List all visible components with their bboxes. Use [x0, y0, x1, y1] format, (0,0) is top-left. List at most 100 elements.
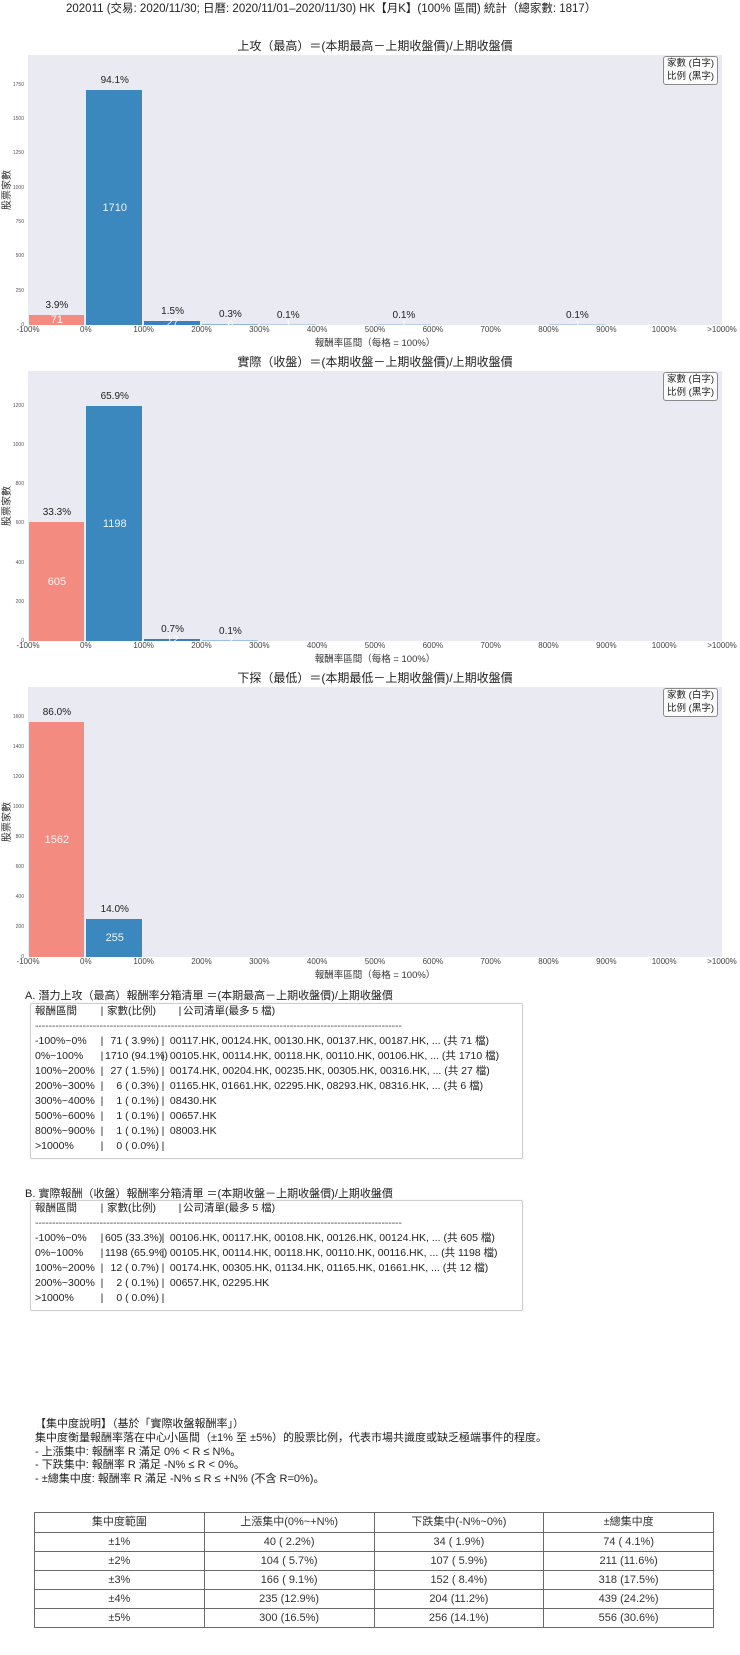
- bar-count-label: 71: [50, 314, 64, 327]
- x-tick-label: 400%: [306, 325, 328, 334]
- x-tick-label: 600%: [422, 957, 444, 966]
- row-companies: 08003.HK: [167, 1125, 217, 1137]
- bar-count-label: 1: [285, 318, 292, 331]
- bar-percent-label: 0.3%: [219, 309, 242, 321]
- list-divider: ----------------------------------------…: [35, 1217, 402, 1229]
- table-header-row: 集中度範圍 上漲集中(0%~+N%) 下跌集中(-N%~0%) ±總集中度: [34, 1512, 714, 1533]
- separator: |: [100, 1247, 104, 1259]
- separator: |: [100, 1005, 104, 1017]
- notes-description: 集中度衡量報酬率落在中心小區間（±1% 至 ±5%）的股票比例，代表市場共識度或…: [35, 1431, 547, 1444]
- separator: |: [100, 1110, 104, 1122]
- notes-item-total: - ±總集中度: 報酬率 R 滿足 -N% ≤ R ≤ +N% (不含 R=0%…: [35, 1473, 325, 1486]
- bar-percent-label: 0.1%: [219, 625, 242, 637]
- bar-percent-label: 86.0%: [42, 707, 72, 719]
- row-count: 0 ( 0.0%): [116, 1140, 159, 1152]
- separator: |: [161, 1247, 165, 1259]
- y-tick-label: 250: [15, 287, 24, 294]
- separator: |: [100, 1065, 104, 1077]
- separator: |: [161, 1110, 165, 1122]
- y-tick-label: 600: [15, 520, 24, 527]
- header-companies: 公司清單(最多 5 檔): [183, 1005, 276, 1017]
- bar: [549, 324, 605, 325]
- x-tick-label: 600%: [422, 641, 444, 650]
- list-b-heading: B. 實際報酬（收盤）報酬率分箱清單 ＝(本期收盤－上期收盤價)/上期收盤價: [25, 1188, 393, 1200]
- list-row: 200%~300% | 6 ( 0.3%) | 01165.HK, 01661.HK,…: [35, 1079, 522, 1094]
- header-range: 報酬區間: [35, 1005, 77, 1017]
- list-row: -100%~0% | 71 ( 3.9%) | 00117.HK, 00124.HK,…: [35, 1034, 522, 1049]
- table-body: ±1% 40 ( 2.2%) 34 ( 1.9%) 74 ( 4.1%) ±2% 104 …: [34, 1532, 714, 1628]
- x-axis-label: 報酬率區間（每格 = 100%）: [314, 338, 436, 349]
- separator: |: [161, 1140, 165, 1152]
- header-companies: 公司清單(最多 5 檔): [183, 1202, 276, 1214]
- x-tick-label: >1000%: [707, 641, 737, 650]
- bar-percent-label: 65.9%: [100, 391, 129, 403]
- row-companies: 00106.HK, 00117.HK, 00108.HK, 00126.HK, …: [167, 1232, 495, 1244]
- row-range: -100%~0%: [35, 1232, 87, 1244]
- row-range: 0%~100%: [35, 1050, 84, 1062]
- table-header-cell: 下跌集中(-N%~0%): [373, 1512, 545, 1533]
- concentration-table: 集中度範圍 上漲集中(0%~+N%) 下跌集中(-N%~0%) ±總集中度 ±1% 40…: [34, 1512, 714, 1628]
- bar-count-label: 1: [574, 318, 581, 331]
- legend-ratio-label: 比例 (黑字): [667, 702, 714, 714]
- x-tick-label: >1000%: [707, 325, 737, 334]
- x-tick-label: 300%: [249, 641, 270, 650]
- separator: |: [161, 1050, 165, 1062]
- y-tick-label: 200: [15, 598, 24, 605]
- row-count: 71 ( 3.9%): [110, 1035, 159, 1047]
- legend-ratio-label: 比例 (黑字): [667, 70, 714, 82]
- table-cell: ±3%: [34, 1570, 205, 1590]
- row-count: 1 ( 0.1%): [116, 1125, 159, 1137]
- row-range: 200%~300%: [35, 1277, 95, 1289]
- separator: |: [161, 1277, 165, 1289]
- bar: [202, 640, 258, 641]
- table-cell: 152 ( 8.4%): [373, 1570, 545, 1590]
- bar: [86, 406, 143, 641]
- row-range: 300%~400%: [35, 1095, 95, 1107]
- separator: |: [161, 1232, 165, 1244]
- table-cell: 40 ( 2.2%): [203, 1532, 375, 1552]
- bar-count-label: 2: [227, 634, 234, 647]
- separator: |: [100, 1050, 104, 1062]
- separator: |: [100, 1262, 104, 1274]
- row-companies: 00174.HK, 00305.HK, 01134.HK, 01165.HK, …: [167, 1262, 489, 1274]
- table-cell: 211 (11.6%): [543, 1551, 714, 1571]
- bar-percent-label: 0.1%: [276, 309, 300, 321]
- row-count: 1198 (65.9%): [105, 1247, 168, 1259]
- legend-count-label: 家數 (白字): [667, 690, 714, 701]
- row-range: 200%~300%: [35, 1080, 95, 1092]
- row-range: >1000%: [35, 1140, 74, 1152]
- table-cell: ±1%: [34, 1532, 205, 1552]
- legend-count-label: 家數 (白字): [667, 58, 714, 69]
- bar-percent-label: 1.5%: [161, 306, 184, 318]
- x-tick-label: 200%: [191, 325, 212, 334]
- row-range: 800%~900%: [35, 1125, 95, 1137]
- chart-legend: 家數 (白字) 比例 (黑字): [663, 56, 718, 85]
- y-tick-label: 800: [15, 833, 24, 840]
- table-cell: 300 (16.5%): [203, 1608, 375, 1628]
- y-tick-label: 1200: [12, 402, 24, 409]
- row-range: 0%~100%: [35, 1247, 84, 1259]
- x-tick-label: >1000%: [707, 957, 737, 966]
- x-tick-label: 800%: [538, 957, 559, 966]
- x-tick-label: 700%: [480, 641, 501, 650]
- y-tick-label: 750: [15, 219, 24, 226]
- list-row: 0%~100% | 1198 (65.9%) | 00105.HK, 00114.HK…: [35, 1246, 522, 1261]
- separator: |: [100, 1292, 104, 1304]
- x-axis-label: 報酬率區間（每格 = 100%）: [314, 970, 436, 981]
- x-tick-label: 800%: [538, 641, 559, 650]
- table-row: ±2% 104 ( 5.7%) 107 ( 5.9%) 211 (11.6%): [34, 1551, 714, 1571]
- list-a-box: 報酬區間 | 家數(比例) | 公司清單(最多 5 檔) ----------------…: [30, 1003, 523, 1159]
- table-cell: 204 (11.2%): [373, 1589, 545, 1609]
- table-cell: 256 (14.1%): [373, 1608, 545, 1628]
- bar-percent-label: 14.0%: [100, 903, 129, 915]
- bar: [28, 315, 85, 325]
- row-range: 100%~200%: [35, 1065, 95, 1077]
- notes-item-up: - 上漲集中: 報酬率 R 滿足 0% < R ≤ N%。: [35, 1445, 242, 1458]
- y-tick-label: 0: [21, 322, 24, 328]
- x-tick-label: 700%: [480, 325, 501, 334]
- y-tick-label: 1000: [12, 442, 24, 449]
- table-cell: 439 (24.2%): [543, 1589, 714, 1609]
- separator: |: [100, 1080, 104, 1092]
- x-tick-label: 0%: [80, 325, 92, 334]
- separator: |: [100, 1202, 104, 1214]
